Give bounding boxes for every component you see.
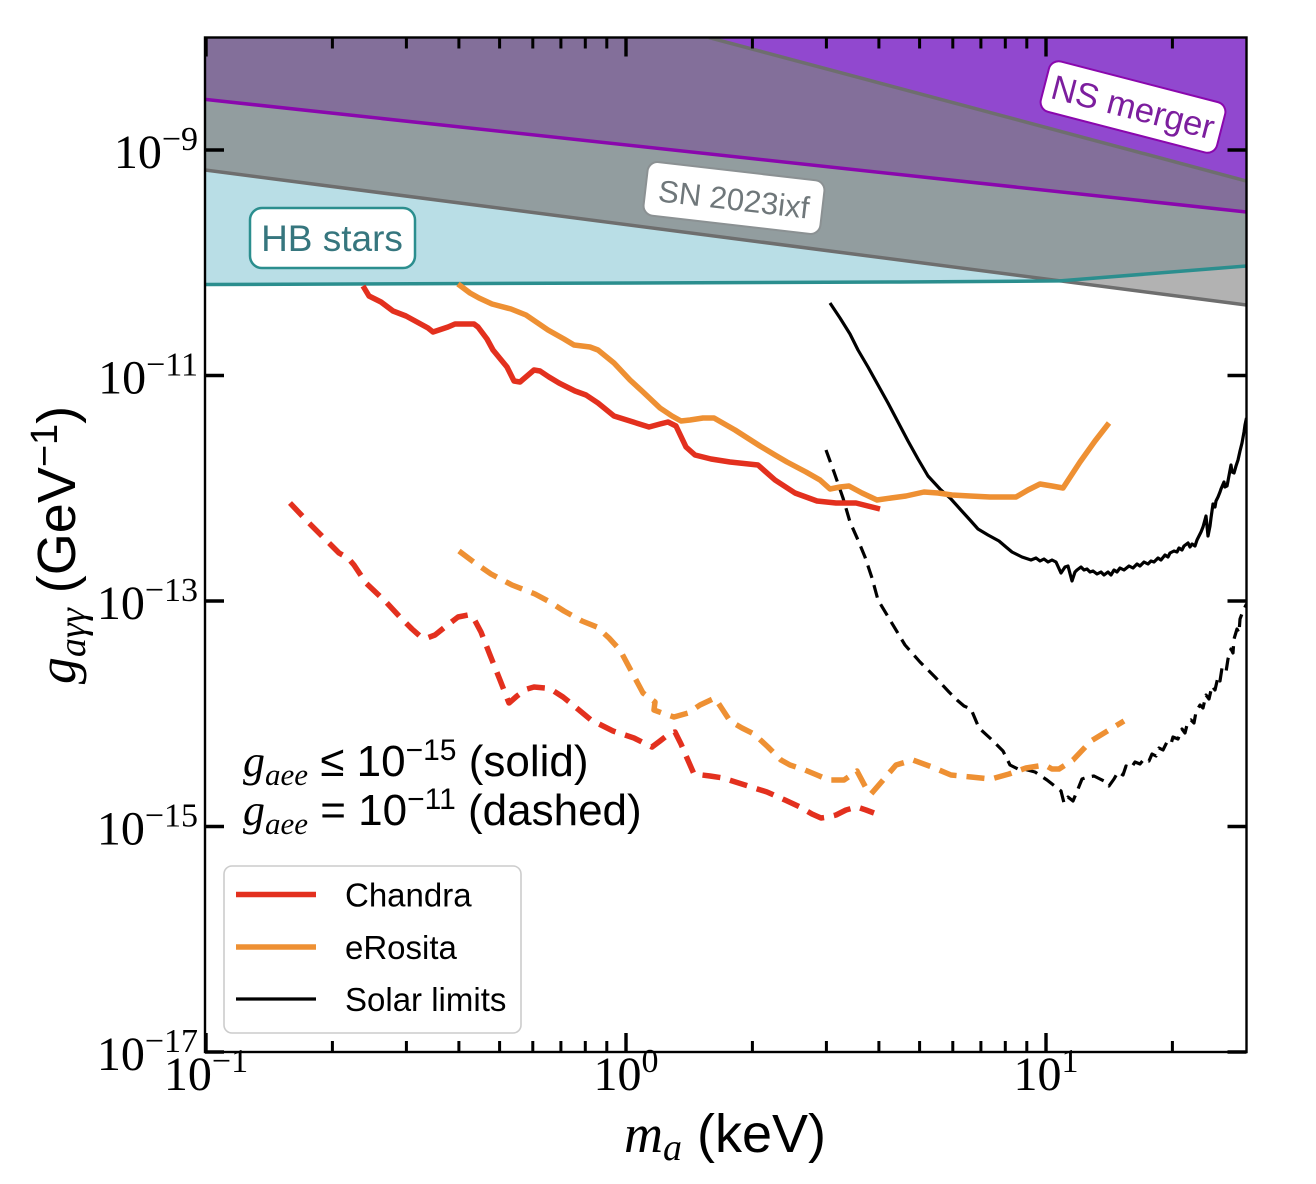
svg-text:101: 101 (1014, 1043, 1079, 1101)
svg-text:10−9: 10−9 (114, 121, 198, 179)
svg-text:gaγγ (GeV−1): gaγγ (GeV−1) (24, 406, 94, 684)
svg-text:Solar limits: Solar limits (345, 981, 506, 1018)
svg-text:eRosita: eRosita (345, 929, 458, 966)
svg-text:gaee ≤ 10−15 (solid): gaee ≤ 10−15 (solid) (243, 734, 589, 792)
svg-text:gaee = 10−11 (dashed): gaee = 10−11 (dashed) (243, 783, 642, 841)
svg-text:ma (keV): ma (keV) (624, 1104, 826, 1169)
svg-text:Chandra: Chandra (345, 877, 472, 914)
svg-text:HB stars: HB stars (261, 218, 403, 259)
svg-text:10−1: 10−1 (164, 1043, 248, 1101)
